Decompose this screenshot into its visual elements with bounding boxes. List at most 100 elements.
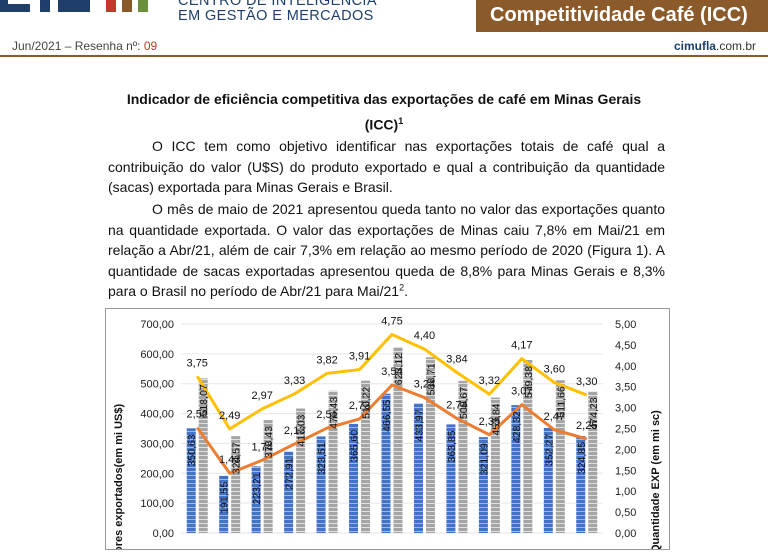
- chart-bars: [186, 346, 598, 533]
- bar: [425, 357, 435, 533]
- bar: [543, 427, 553, 533]
- bar: [186, 428, 196, 533]
- bar-data-label: 417,03: [296, 414, 308, 446]
- report-title: Competitividade Café (ICC): [490, 4, 748, 26]
- bar-data-label: 476,43: [328, 397, 340, 429]
- series-line: [195, 332, 588, 431]
- bar-data-label: 365,60: [349, 430, 361, 462]
- series-line: [196, 383, 588, 475]
- line-data-label: 1,43: [219, 454, 240, 466]
- bar: [381, 393, 391, 533]
- y2-tick-label: 1,00: [615, 486, 636, 498]
- paragraph-2: O mês de maio de 2021 apresentou queda t…: [108, 201, 665, 299]
- chart-lines: [195, 332, 588, 475]
- y-tick-label: 500,00: [140, 379, 174, 391]
- line-data-label: 2,49: [219, 410, 240, 422]
- paragraph-1: O ICC tem como objetivo identificar nas …: [108, 138, 665, 195]
- line-data-label: 3,32: [479, 375, 500, 387]
- line-data-label: 2,52: [187, 409, 208, 421]
- bar: [413, 403, 423, 533]
- chart-canvas: 350,63 191,55 223,21 272,91 323,51 365,60 466,…: [113, 315, 662, 553]
- line-data-label: 3,33: [284, 375, 305, 387]
- line-data-label: 3,54: [381, 366, 402, 378]
- line-data-label: 3,60: [544, 364, 565, 376]
- bar: [511, 405, 521, 533]
- issue-label: Jun/2021 – Resenha nº: 09: [12, 39, 158, 53]
- footnote-ref-1: 1: [398, 116, 404, 126]
- line-data-label: 1,74: [251, 441, 272, 453]
- bar: [478, 437, 488, 533]
- bar: [296, 408, 306, 533]
- bar: [263, 420, 273, 533]
- line-data-label: 2,13: [284, 425, 305, 437]
- y-tick-label: 400,00: [140, 409, 174, 421]
- sub-header: Jun/2021 – Resenha nº: 09 cimufla.com.br: [0, 37, 768, 57]
- issue-number: 09: [143, 39, 158, 53]
- bar: [446, 424, 456, 533]
- line-data-label: 4,40: [414, 330, 435, 342]
- bar-data-label: 579,38: [523, 366, 535, 398]
- bar: [328, 390, 338, 533]
- line-data-label: 3,91: [349, 351, 370, 363]
- line-data-label: 3,24: [414, 379, 435, 391]
- y2-tick-label: 3,00: [615, 403, 636, 415]
- footnote-ref-2: 2: [399, 282, 405, 293]
- y-axis-title: ores exportados(em mi US$): [113, 404, 125, 549]
- bar-data-label: 363,85: [446, 430, 458, 462]
- page-header: CENTRO DE INTELIGÊNCIA EM GESTÃO E MERCA…: [0, 0, 768, 35]
- y-tick-label: 700,00: [140, 319, 174, 331]
- y2-tick-label: 2,50: [615, 424, 636, 436]
- bar-data-label: 272,91: [284, 457, 296, 489]
- bar-data-label: 223,21: [251, 472, 263, 504]
- bar-data-label: 510,22: [361, 387, 373, 419]
- line-data-label: 4,17: [511, 340, 532, 352]
- y-tick-label: 300,00: [140, 438, 174, 450]
- bar: [231, 436, 241, 533]
- line-data-label: 2,35: [479, 416, 500, 428]
- bar-data-label: 509,67: [458, 387, 470, 419]
- y-tick-label: 0,00: [153, 528, 174, 540]
- bar: [588, 391, 598, 533]
- y2-tick-label: 1,50: [615, 465, 636, 477]
- cim-logo-icon: [0, 0, 148, 12]
- y2-tick-label: 4,50: [615, 340, 636, 352]
- y2-tick-label: 2,00: [615, 444, 636, 456]
- bar-data-label: 350,63: [186, 434, 198, 466]
- bar: [198, 378, 208, 533]
- line-data-label: 2,25: [576, 420, 597, 432]
- chart-data-labels: 350,63 191,55 223,21 272,91 323,51 365,60 466,…: [186, 315, 600, 513]
- y-tick-label: 200,00: [140, 468, 174, 480]
- bar: [284, 451, 294, 533]
- figure-1-chart: 350,63 191,55 223,21 272,91 323,51 365,60 466,…: [105, 308, 670, 553]
- bar: [576, 436, 586, 533]
- bar-data-label: 352,27: [543, 434, 555, 466]
- y2-tick-label: 0,00: [615, 528, 636, 540]
- bar-data-label: 378,43: [263, 426, 275, 458]
- bar-data-label: 466,55: [381, 400, 393, 432]
- bar-data-label: 433,97: [413, 409, 425, 441]
- bar-data-label: 474,23: [588, 397, 600, 429]
- y-tick-label: 600,00: [140, 349, 174, 361]
- y2-axis-title: Quantidade EXP (em mi sc): [650, 410, 662, 549]
- line-data-label: 2,47: [544, 411, 565, 423]
- bar-data-label: 324,85: [576, 442, 588, 474]
- line-data-label: 2,74: [446, 399, 467, 411]
- site-link[interactable]: cimufla.com.br: [673, 39, 756, 53]
- bar: [458, 380, 468, 533]
- bar-data-label: 623,12: [393, 353, 405, 385]
- bar: [251, 466, 261, 533]
- report-title-banner: Competitividade Café (ICC): [476, 0, 768, 32]
- header-divider: [0, 55, 768, 57]
- bar: [555, 380, 565, 533]
- line-data-label: 3,75: [187, 357, 208, 369]
- bar: [219, 475, 229, 533]
- bar-data-label: 428,32: [511, 411, 523, 443]
- chart-grid: [181, 323, 603, 534]
- y2-tick-label: 4,00: [615, 361, 636, 373]
- line-data-label: 4,75: [381, 315, 402, 327]
- line-data-label: 3,07: [511, 386, 532, 398]
- y2-tick-label: 5,00: [615, 319, 636, 331]
- bar: [490, 397, 500, 533]
- bar-data-label: 191,55: [219, 482, 231, 514]
- bar: [349, 423, 359, 533]
